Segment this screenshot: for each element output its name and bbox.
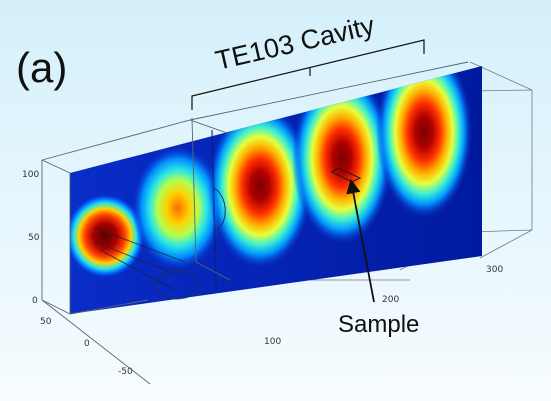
z-tick-0: 0 [32, 296, 38, 306]
field-plane [70, 66, 482, 314]
x-tick-200: 200 [382, 295, 399, 305]
x-tick-300: 300 [486, 265, 503, 275]
iris-aperture [213, 187, 226, 233]
y-tick-neg50: -50 [118, 367, 133, 377]
coupling-guide [94, 227, 200, 300]
x-tick-100: 100 [264, 337, 281, 347]
y-tick-50: 50 [40, 317, 52, 327]
sample-label: Sample [338, 311, 419, 338]
field-lobe-coupling [70, 194, 145, 278]
sample-arrow [346, 178, 375, 303]
field-lobe-3 [376, 66, 472, 218]
z-tick-100: 100 [22, 170, 39, 180]
panel-label: (a) [16, 44, 67, 91]
field-lobe-1 [208, 104, 312, 268]
wireframe-front [41, 61, 469, 385]
field-lobe-2 [292, 72, 392, 244]
field-lobe-iris [132, 146, 224, 270]
y-tick-0: 0 [84, 339, 90, 349]
cavity-bracket [191, 39, 425, 110]
z-tick-50: 50 [28, 233, 40, 243]
iris-divider [211, 129, 217, 291]
